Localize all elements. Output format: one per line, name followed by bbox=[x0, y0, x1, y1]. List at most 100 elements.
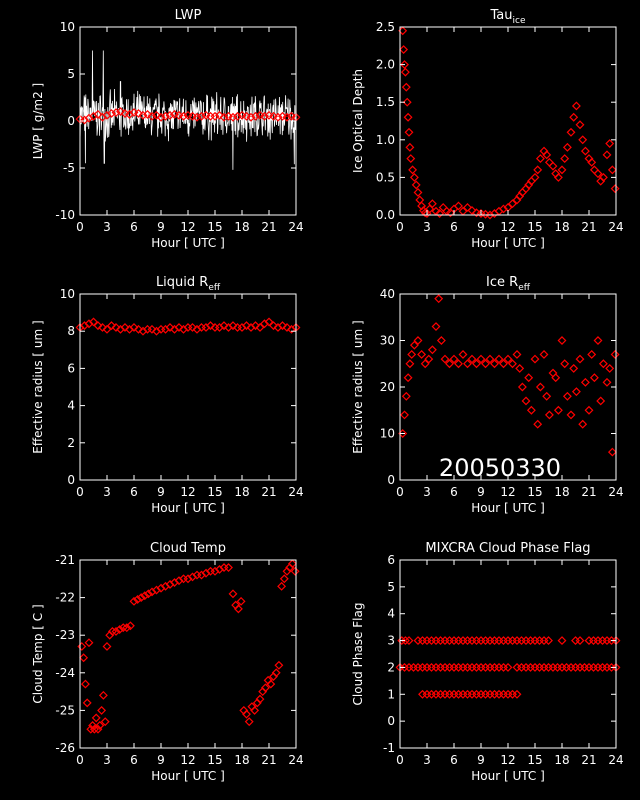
cloud_temp-point bbox=[242, 709, 251, 719]
cloud_temp-point bbox=[115, 625, 125, 635]
phase_flag-point bbox=[476, 662, 486, 672]
phase_flag-xlabel: Hour [ UTC ] bbox=[471, 769, 545, 783]
tau_ice-point bbox=[548, 161, 558, 171]
tau_ice-xlabel: Hour [ UTC ] bbox=[471, 236, 545, 250]
lwp-ytick-label: 0 bbox=[67, 114, 75, 128]
liquid_reff-title-sub: eff bbox=[208, 283, 221, 293]
phase_flag-point bbox=[476, 636, 486, 646]
phase_flag-point bbox=[485, 689, 495, 699]
phase_flag-point bbox=[463, 636, 472, 646]
ice_reff-point bbox=[499, 359, 508, 369]
lwp-xtick-label: 9 bbox=[157, 220, 165, 234]
phase_flag-point bbox=[436, 662, 445, 672]
lwp-xtick-label: 0 bbox=[76, 220, 84, 234]
phase_flag-point bbox=[602, 636, 612, 646]
ice_reff-xtick-label: 6 bbox=[450, 485, 458, 499]
lwp-ytick-label: 5 bbox=[67, 67, 75, 81]
phase_flag-point bbox=[431, 689, 441, 699]
liquid_reff-point bbox=[174, 323, 184, 332]
phase_flag-point bbox=[526, 662, 535, 672]
phase_flag-point bbox=[485, 662, 495, 672]
phase_flag-ytick-label: 5 bbox=[387, 580, 395, 594]
phase_flag-xtick-label: 21 bbox=[581, 753, 596, 767]
tau_ice-point bbox=[399, 45, 409, 55]
lwp-series-1 bbox=[75, 107, 301, 125]
liquid_reff-point bbox=[269, 321, 278, 331]
phase_flag-frame bbox=[399, 559, 617, 749]
cloud_temp-point bbox=[100, 717, 110, 727]
ice_reff-point bbox=[454, 359, 463, 369]
ice_reff-ytick-label: 10 bbox=[380, 427, 395, 441]
cloud_temp-ytick-label: -23 bbox=[55, 628, 75, 642]
liquid_reff-ytick-label: 10 bbox=[60, 287, 75, 301]
phase_flag-xtick-label: 12 bbox=[500, 753, 515, 767]
phase_flag-point bbox=[494, 689, 504, 699]
cloud_temp-frame bbox=[79, 559, 297, 749]
cloud_temp-ytick-label: -22 bbox=[55, 591, 75, 605]
phase_flag-point bbox=[499, 662, 508, 672]
phase_flag-point bbox=[508, 636, 517, 646]
tau_ice-ytick-label: 2.0 bbox=[376, 58, 395, 72]
cloud_temp-point bbox=[260, 683, 270, 693]
cloud_temp-point bbox=[290, 566, 300, 576]
cloud_temp-title: Cloud Temp bbox=[150, 541, 226, 556]
phase_flag-point bbox=[530, 662, 540, 672]
cloud_temp-point bbox=[266, 679, 276, 689]
tau_ice-point bbox=[435, 209, 445, 218]
phase_flag-point bbox=[575, 662, 585, 672]
lwp-point bbox=[93, 109, 103, 119]
phase_flag-point bbox=[512, 636, 522, 646]
ice_reff-point bbox=[476, 354, 486, 364]
phase_flag-point bbox=[503, 662, 513, 672]
tau_ice-point bbox=[404, 127, 414, 137]
ice_reff-point bbox=[575, 354, 585, 364]
cloud_temp-point bbox=[250, 705, 260, 715]
ice_reff-point bbox=[445, 359, 454, 369]
phase_flag-point bbox=[521, 662, 531, 672]
phase_flag-point bbox=[521, 636, 531, 646]
tau_ice-point bbox=[569, 112, 579, 122]
liquid_reff-point bbox=[147, 324, 157, 334]
phase_flag-ytick-label: 6 bbox=[387, 553, 395, 567]
cloud_temp-point bbox=[133, 595, 143, 604]
liquid_reff-xtick-label: 21 bbox=[261, 485, 276, 499]
tau_ice-point bbox=[401, 82, 411, 92]
cloud_temp-point bbox=[136, 593, 146, 603]
tau_ice-point bbox=[578, 135, 588, 145]
date-stamp: 20050330 bbox=[439, 454, 561, 482]
phase_flag-point bbox=[485, 636, 495, 646]
panel-lwp: 0 3 6 9 12 15 18 21 24 -10 -5 0 5 10 LWP Hour [ UTC ] LW… bbox=[31, 8, 304, 250]
cloud_temp-point bbox=[129, 596, 139, 606]
phase_flag-point bbox=[481, 636, 490, 646]
ice_reff-point bbox=[403, 373, 413, 383]
cloud_temp-xtick-label: 21 bbox=[261, 753, 276, 767]
ice_reff-xtick-label: 18 bbox=[554, 485, 569, 499]
phase_flag-series-2 bbox=[418, 689, 522, 699]
lwp-point bbox=[210, 111, 220, 121]
ice_reff-point bbox=[417, 350, 427, 359]
phase_flag-point bbox=[454, 689, 463, 699]
phase_flag-point bbox=[589, 662, 598, 672]
liquid_reff-xtick-label: 15 bbox=[207, 485, 222, 499]
phase_flag-point bbox=[571, 636, 580, 646]
ice_reff-point bbox=[472, 359, 481, 369]
phase_flag-point bbox=[467, 662, 477, 672]
phase_flag-point bbox=[440, 689, 450, 699]
ice_reff-point bbox=[542, 391, 552, 401]
cloud_temp-ytick-label: -26 bbox=[55, 741, 75, 755]
phase_flag-point bbox=[467, 636, 477, 646]
ice_reff-point bbox=[580, 377, 590, 387]
tau_ice-point bbox=[454, 201, 463, 211]
phase_flag-point bbox=[413, 636, 423, 646]
phase_flag-point bbox=[580, 662, 589, 672]
lwp-point bbox=[116, 107, 125, 117]
phase_flag-point bbox=[431, 662, 441, 672]
ice_reff-point bbox=[521, 396, 531, 406]
cloud_temp-point bbox=[111, 626, 121, 636]
tau_ice-point bbox=[413, 187, 423, 197]
lwp-xtick-label: 24 bbox=[288, 220, 303, 234]
phase_flag-point bbox=[404, 636, 414, 646]
tau_ice-xtick-label: 24 bbox=[608, 220, 623, 234]
lwp-title: LWP bbox=[175, 8, 202, 23]
lwp-xtick-label: 18 bbox=[234, 220, 249, 234]
